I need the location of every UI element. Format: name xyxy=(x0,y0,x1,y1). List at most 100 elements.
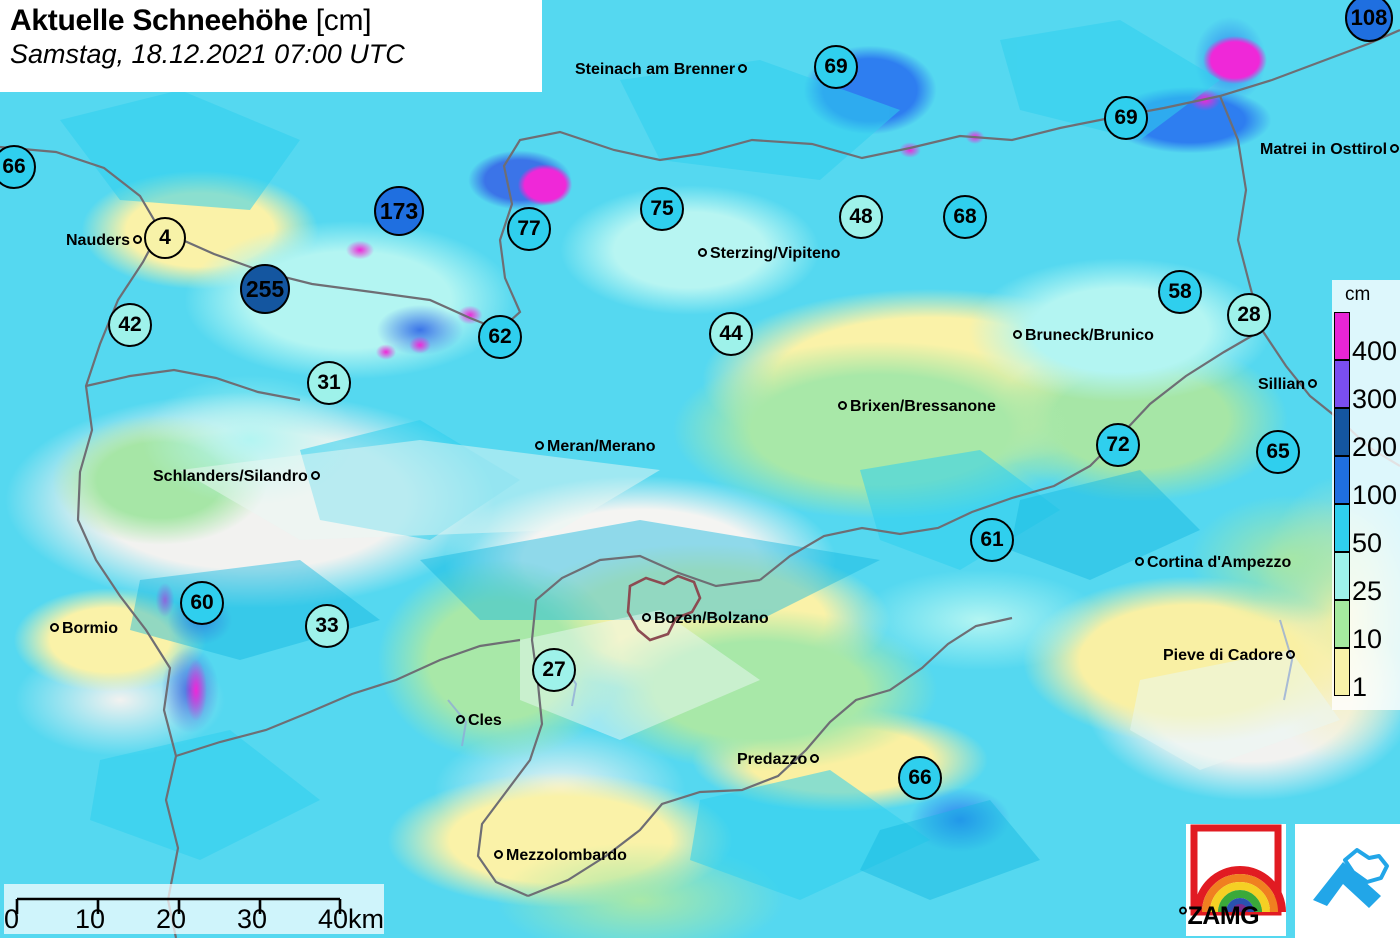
colorbar-band xyxy=(1334,648,1350,696)
city-name: Bozen/Bolzano xyxy=(654,610,769,627)
city-marker-icon xyxy=(310,471,320,481)
city-name: Predazzo xyxy=(737,751,808,768)
station-marker[interactable]: 255 xyxy=(240,264,290,314)
scale-tick-label: 0 xyxy=(4,904,20,934)
station-value: 58 xyxy=(1168,280,1192,303)
colorbar-band xyxy=(1334,456,1350,504)
city-label: Bozen/Bolzano xyxy=(642,610,769,628)
colorbar-band xyxy=(1334,408,1350,456)
station-value: 75 xyxy=(650,197,674,220)
station-marker[interactable]: 68 xyxy=(943,195,987,239)
city-marker-icon xyxy=(1013,330,1022,340)
city-label: Schlanders/Silandro xyxy=(153,468,320,486)
city-name: Matrei in Osttirol xyxy=(1260,141,1388,158)
station-marker[interactable]: 31 xyxy=(307,361,351,405)
city-name: Sillian xyxy=(1258,376,1306,393)
station-value: 48 xyxy=(849,205,873,228)
city-label: Mezzolombardo xyxy=(494,847,627,865)
station-value: 31 xyxy=(317,371,341,394)
city-label: Steinach am Brenner xyxy=(575,61,748,79)
station-value: 68 xyxy=(953,205,977,228)
station-value: 173 xyxy=(379,197,419,224)
station-value: 65 xyxy=(1266,440,1290,463)
station-marker[interactable]: 69 xyxy=(1104,96,1148,140)
station-marker[interactable]: 58 xyxy=(1158,270,1202,314)
station-marker[interactable]: 65 xyxy=(1256,430,1300,474)
station-value: 62 xyxy=(488,325,512,348)
map-title-box: Aktuelle Schneehöhe [cm] Samstag, 18.12.… xyxy=(0,0,542,92)
city-label: Brixen/Bressanone xyxy=(838,398,996,416)
colorbar-band xyxy=(1334,312,1350,360)
station-marker[interactable]: 4 xyxy=(144,217,186,259)
station-value: 66 xyxy=(2,155,26,178)
station-marker[interactable]: 44 xyxy=(709,312,753,356)
city-marker-icon xyxy=(810,754,820,764)
city-label: Sillian xyxy=(1258,376,1318,394)
city-marker-icon xyxy=(1390,144,1400,154)
station-marker[interactable]: 61 xyxy=(970,518,1014,562)
station-value: 72 xyxy=(1106,433,1130,456)
bolzano-municipality-outline xyxy=(626,574,702,642)
city-name: Brixen/Bressanone xyxy=(850,398,996,415)
colorbar-tick-label: 300 xyxy=(1352,384,1398,414)
scale-bar-ticks xyxy=(15,897,342,914)
station-marker[interactable]: 72 xyxy=(1096,423,1140,467)
colorbar-tick-label: 50 xyxy=(1352,528,1383,558)
station-value: 33 xyxy=(315,614,339,637)
station-marker[interactable]: 69 xyxy=(814,45,858,89)
city-marker-icon xyxy=(494,850,503,860)
station-marker[interactable]: 27 xyxy=(532,648,576,692)
colorbar-tick-label: 10 xyxy=(1352,624,1383,654)
city-name: Steinach am Brenner xyxy=(575,61,736,78)
colorbar-tick-label: 100 xyxy=(1352,480,1398,510)
city-marker-icon xyxy=(738,64,748,74)
city-marker-icon xyxy=(1286,650,1296,660)
zamg-wordmark: °ZAMG xyxy=(1178,902,1260,930)
station-marker[interactable]: 28 xyxy=(1227,293,1271,337)
station-marker[interactable]: 33 xyxy=(305,604,349,648)
city-marker-icon xyxy=(642,613,651,623)
city-name: Pieve di Cadore xyxy=(1163,647,1284,664)
station-value: 108 xyxy=(1350,5,1388,30)
station-value: 69 xyxy=(1114,106,1138,129)
colorbar-tick-label: 200 xyxy=(1352,432,1398,462)
station-marker[interactable]: 75 xyxy=(640,187,684,231)
scale-tick-label: 20 xyxy=(156,904,187,934)
station-marker[interactable]: 48 xyxy=(839,195,883,239)
city-marker-icon xyxy=(1308,379,1318,389)
city-name: Bormio xyxy=(62,620,118,637)
station-marker[interactable]: 60 xyxy=(180,581,224,625)
city-label: Nauders xyxy=(66,232,143,250)
station-marker[interactable]: 42 xyxy=(108,303,152,347)
station-value: 69 xyxy=(824,55,848,78)
city-label: Matrei in Osttirol xyxy=(1260,141,1400,159)
city-name: Mezzolombardo xyxy=(506,847,627,864)
city-name: Bruneck/Brunico xyxy=(1025,327,1154,344)
scale-tick-label: 40km xyxy=(318,904,385,934)
station-value: 60 xyxy=(190,591,214,614)
station-value: 66 xyxy=(908,766,932,789)
station-marker[interactable]: 77 xyxy=(507,207,551,251)
station-marker[interactable]: 62 xyxy=(478,315,522,359)
map-timestamp: Samstag, 18.12.2021 07:00 UTC xyxy=(10,39,405,69)
city-label: Pieve di Cadore xyxy=(1163,647,1296,665)
city-name: Cortina d'Ampezzo xyxy=(1147,554,1292,571)
station-marker[interactable]: 66 xyxy=(0,145,36,189)
station-value: 27 xyxy=(542,658,566,681)
city-name: Nauders xyxy=(66,232,131,249)
city-name: Cles xyxy=(468,712,502,729)
colorbar-band xyxy=(1334,504,1350,552)
station-marker[interactable]: 66 xyxy=(898,756,942,800)
station-marker[interactable]: 108 xyxy=(1345,0,1393,42)
station-marker[interactable]: 173 xyxy=(374,186,424,236)
city-marker-icon xyxy=(1135,557,1144,567)
scale-bar xyxy=(4,884,384,934)
city-marker-icon xyxy=(535,441,544,451)
city-label: Predazzo xyxy=(737,751,820,769)
station-value: 255 xyxy=(245,275,285,302)
page-title: Aktuelle Schneehöhe [cm] xyxy=(10,4,534,38)
colorbar-unit-label: cm xyxy=(1345,284,1371,305)
city-label: Cortina d'Ampezzo xyxy=(1135,554,1291,572)
